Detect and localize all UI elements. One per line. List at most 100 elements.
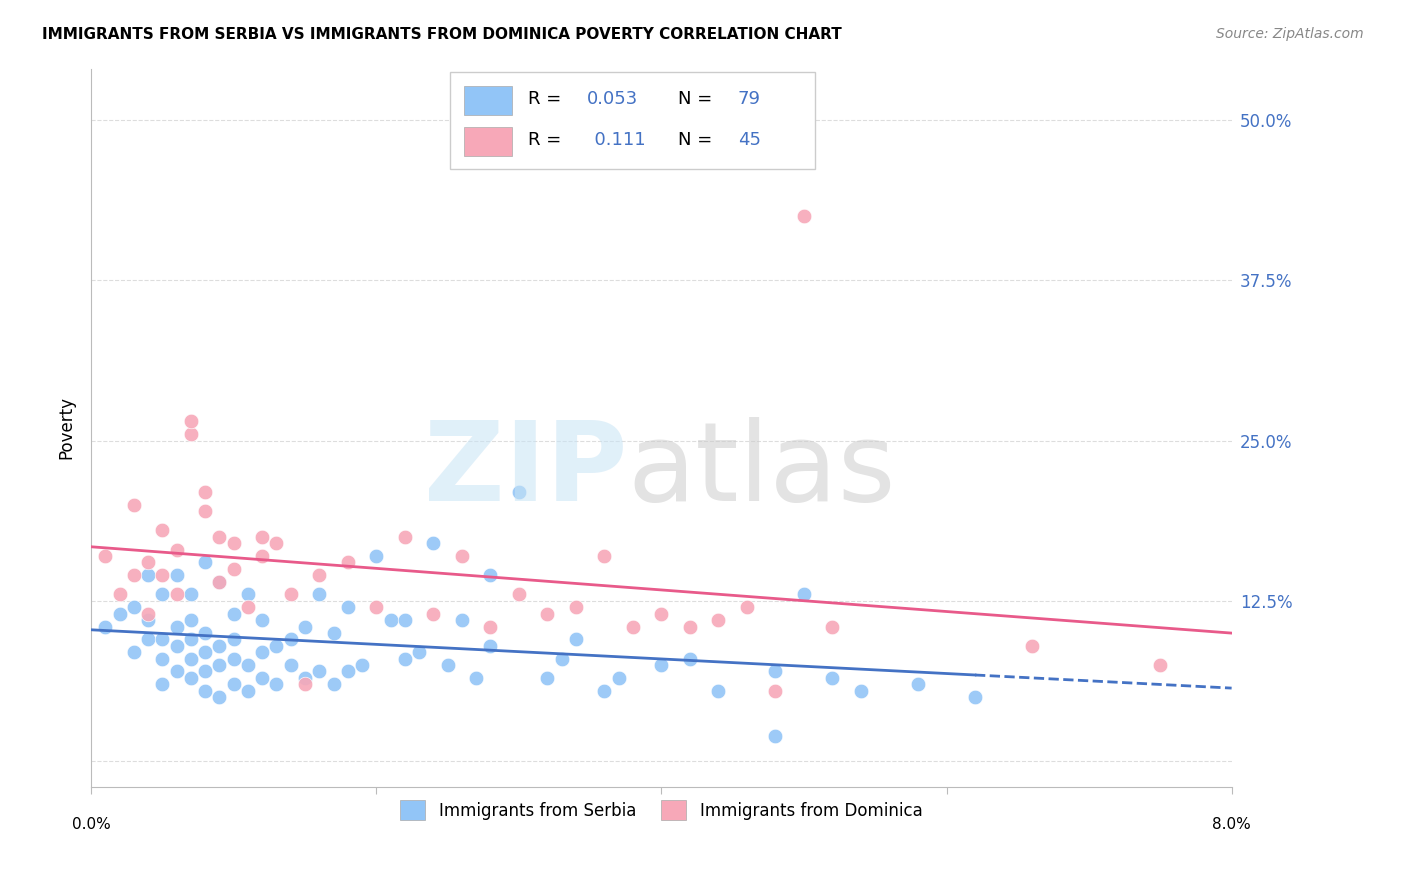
Point [180,613,202,627]
Point [765,729,787,743]
Point [565,600,588,615]
Point [194,555,217,569]
Point [208,574,231,589]
Point [122,568,145,582]
Text: R =: R = [527,90,567,109]
Point [336,600,359,615]
Point [621,619,644,633]
Point [166,619,188,633]
Point [122,600,145,615]
Point [565,632,588,647]
Point [821,671,844,685]
Point [479,568,502,582]
Point [707,683,730,698]
Point [252,645,274,659]
Point [236,600,259,615]
Point [707,613,730,627]
Bar [464,128,512,156]
Point [122,645,145,659]
Point [336,555,359,569]
Point [963,690,986,704]
Point [152,677,174,691]
Text: Source: ZipAtlas.com: Source: ZipAtlas.com [1216,27,1364,41]
Point [336,665,359,679]
Point [294,619,316,633]
Point [593,549,616,563]
Point [508,587,530,601]
Point [136,632,159,647]
Point [236,657,259,672]
Text: N =: N = [679,131,718,149]
Point [222,562,245,576]
Point [294,671,316,685]
Point [194,683,217,698]
Point [322,677,344,691]
Point [479,639,502,653]
Point [679,651,702,665]
Point [350,657,373,672]
Point [308,568,330,582]
Point [108,587,131,601]
Point [194,626,217,640]
Point [252,549,274,563]
Point [322,626,344,640]
Point [252,613,274,627]
Point [308,665,330,679]
Point [422,536,444,550]
Point [166,587,188,601]
Point [194,484,217,499]
Point [436,657,458,672]
Point [222,677,245,691]
Point [152,568,174,582]
Point [222,651,245,665]
Point [679,619,702,633]
Point [180,427,202,442]
Point [765,683,787,698]
Point [208,530,231,544]
Text: 0.0%: 0.0% [72,817,111,832]
Text: IMMIGRANTS FROM SERBIA VS IMMIGRANTS FROM DOMINICA POVERTY CORRELATION CHART: IMMIGRANTS FROM SERBIA VS IMMIGRANTS FRO… [42,27,842,42]
Point [280,657,302,672]
Point [152,587,174,601]
Point [280,587,302,601]
Point [194,665,217,679]
Y-axis label: Poverty: Poverty [58,396,75,459]
Point [266,536,288,550]
Point [394,651,416,665]
Point [607,671,630,685]
Point [294,677,316,691]
Point [536,607,558,621]
Point [152,632,174,647]
Point [222,536,245,550]
Point [108,607,131,621]
Point [422,607,444,621]
Point [266,677,288,691]
Text: atlas: atlas [627,417,896,524]
Point [208,690,231,704]
Text: 8.0%: 8.0% [1212,817,1251,832]
Point [308,587,330,601]
Bar [464,87,512,115]
Point [236,587,259,601]
Point [136,568,159,582]
Point [136,613,159,627]
Point [94,549,117,563]
Point [536,671,558,685]
Point [136,607,159,621]
Point [122,498,145,512]
Point [136,555,159,569]
Point [366,549,388,563]
Text: 45: 45 [738,131,761,149]
Point [650,607,672,621]
Point [152,651,174,665]
Point [793,209,815,223]
Point [208,574,231,589]
Legend: Immigrants from Serbia, Immigrants from Dominica: Immigrants from Serbia, Immigrants from … [392,792,931,829]
Point [166,542,188,557]
FancyBboxPatch shape [450,72,815,169]
Point [408,645,430,659]
Point [208,657,231,672]
Point [508,484,530,499]
Point [222,607,245,621]
Point [94,619,117,633]
